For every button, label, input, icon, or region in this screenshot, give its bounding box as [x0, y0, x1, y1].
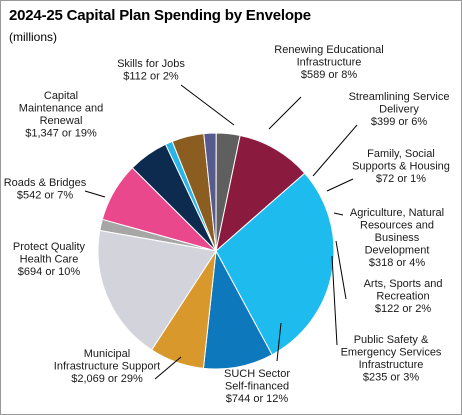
pie-slice [215, 134, 306, 253]
chart-title: 2024-25 Capital Plan Spending by Envelop… [9, 7, 311, 24]
leader-line [333, 212, 344, 216]
leader-line [331, 255, 338, 346]
leader-line [154, 356, 182, 380]
slice-label: Capital Maintenance and Renewal $1,347 or 1… [19, 90, 103, 140]
slice-label: Protect Quality Health Care $694 or 10% [13, 241, 86, 278]
leader-lines [84, 84, 358, 380]
slice-label: Renewing Educational Infrastructure $589 o… [274, 44, 383, 81]
leader-line [312, 124, 358, 177]
pie-slice [97, 229, 217, 351]
pie-slices [97, 132, 335, 370]
slice-labels: Skills for Jobs $112 or 2% Renewing Educat… [4, 44, 450, 405]
chart-subtitle: (millions) [9, 30, 57, 44]
leader-line [335, 240, 347, 300]
slice-label: Family, Social Supports & Housing $72 or 1… [352, 148, 450, 185]
slice-label: Roads & Bridges $542 or 7% [4, 177, 87, 202]
leader-line [84, 190, 106, 198]
leader-line [276, 322, 282, 362]
slice-label: Municipal Infrastructure Support $2,069 or… [54, 348, 160, 385]
slice-label: SUCH Sector Self-financed $744 or 12% [224, 368, 290, 405]
leader-line [326, 178, 354, 192]
slice-label: Arts, Sports and Recreation $122 or 2% [364, 278, 443, 315]
leader-line [180, 84, 235, 126]
leader-line [268, 96, 302, 130]
pie-slice [215, 172, 335, 356]
slice-label: Agriculture, Natural Resources and Busines… [350, 207, 444, 269]
slice-label: Skills for Jobs $112 or 2% [117, 58, 185, 83]
slice-label: Streamlining Service Delivery $399 or 6% [349, 91, 450, 128]
slice-label: Public Safety & Emergency Services Infrast… [341, 334, 442, 384]
